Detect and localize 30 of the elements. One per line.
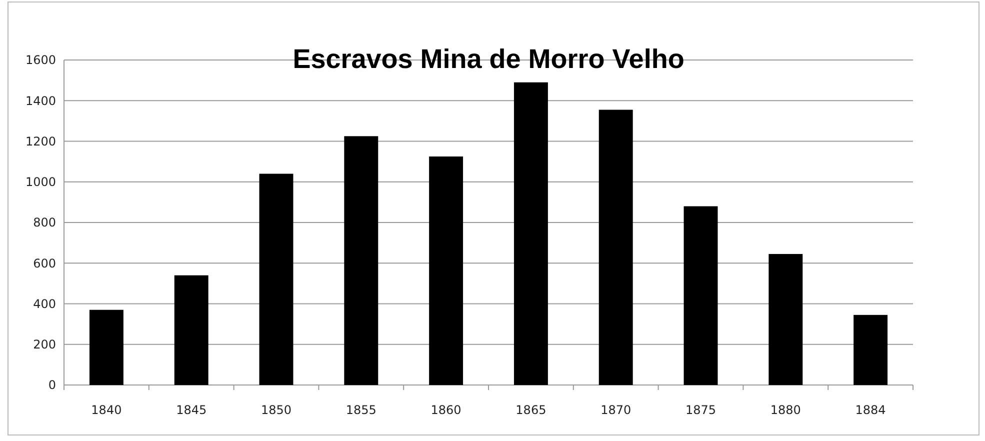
chart-title: Escravos Mina de Morro Velho [292, 44, 684, 74]
bar [514, 82, 548, 385]
bar [174, 275, 208, 385]
x-tick-label: 1884 [855, 403, 886, 417]
x-tick-label: 1865 [516, 403, 546, 417]
y-tick-label: 200 [33, 338, 56, 352]
bar [598, 110, 633, 385]
y-tick-label: 1000 [25, 175, 56, 190]
x-tick-label: 1850 [260, 403, 292, 417]
x-tick-label: 1845 [176, 403, 207, 417]
bar [768, 254, 803, 385]
y-tick-label: 1400 [25, 94, 56, 108]
x-tick-label: 1880 [770, 403, 801, 417]
bar [259, 174, 294, 385]
y-tick-label: 400 [33, 296, 56, 311]
x-tick-label: 1860 [430, 403, 462, 417]
x-tick-label: 1870 [600, 403, 632, 417]
bar [344, 136, 378, 385]
x-tick-label: 1840 [91, 403, 122, 417]
x-tick-label: 1875 [685, 403, 716, 417]
y-tick-label: 800 [33, 216, 56, 230]
bar [89, 310, 124, 385]
bar [684, 206, 718, 385]
y-tick-label: 1200 [25, 134, 56, 148]
y-tick-label: 0 [48, 378, 56, 392]
x-tick-label: 1855 [346, 403, 376, 417]
bar [854, 314, 888, 385]
bar [429, 156, 464, 385]
y-tick-label: 600 [33, 256, 56, 270]
y-tick-label: 1600 [25, 53, 56, 68]
